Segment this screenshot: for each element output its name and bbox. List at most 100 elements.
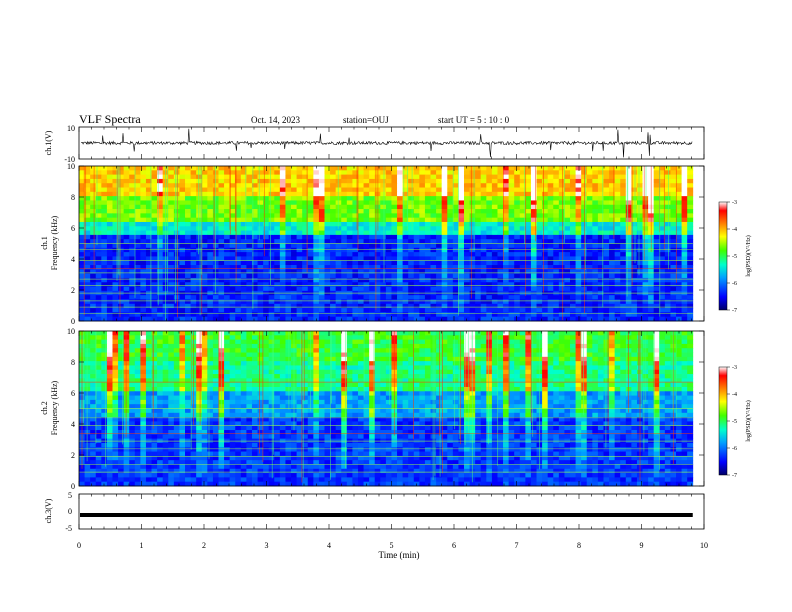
spectrogram-cell bbox=[95, 174, 102, 180]
spectrogram-cell bbox=[564, 277, 571, 283]
spectrogram-cell bbox=[514, 277, 521, 283]
spectrogram-cell bbox=[397, 170, 404, 176]
spectrogram-cell bbox=[430, 331, 437, 336]
spectrogram-cell bbox=[586, 335, 593, 341]
spectrogram-cell bbox=[558, 331, 565, 336]
spectrogram-cell bbox=[447, 316, 454, 322]
spectrogram-cell bbox=[391, 196, 398, 201]
spectrogram-cell bbox=[157, 170, 164, 176]
spectrogram-cell bbox=[648, 260, 655, 266]
spectrogram-cell bbox=[296, 221, 303, 227]
spectrogram-cell bbox=[246, 170, 253, 176]
spectrogram-cell bbox=[335, 213, 342, 219]
spectrogram-cell bbox=[185, 308, 191, 313]
spectrogram-cell bbox=[402, 196, 409, 201]
spectrogram-cell bbox=[257, 269, 264, 275]
spectrogram-cell bbox=[458, 335, 465, 341]
spectrogram-cell bbox=[664, 200, 671, 206]
spectrogram-cell bbox=[575, 204, 582, 210]
spectrogram-cell bbox=[385, 217, 392, 223]
spectrogram-cell bbox=[397, 295, 404, 300]
spectrogram-cell bbox=[514, 247, 521, 253]
spectrogram-cell bbox=[413, 352, 420, 358]
spectrogram-cell bbox=[525, 170, 532, 176]
spectrogram-cell bbox=[251, 260, 258, 266]
spectrogram-cell bbox=[84, 256, 91, 262]
spectrogram-cell bbox=[318, 303, 325, 309]
spectrogram-cell bbox=[302, 247, 309, 253]
spectrogram-cell bbox=[118, 187, 125, 193]
spectrogram-cell bbox=[397, 166, 404, 171]
spectrogram-cell bbox=[118, 282, 125, 287]
spectrogram-cell bbox=[503, 343, 510, 349]
spectrogram-cell bbox=[179, 282, 186, 287]
spectrogram-cell bbox=[235, 265, 242, 270]
spectrogram-cell bbox=[620, 348, 627, 353]
spectrogram-cell bbox=[391, 265, 398, 270]
spectrogram-cell bbox=[620, 282, 627, 287]
figure-title: VLF Spectra bbox=[79, 112, 141, 126]
spectrogram-cell bbox=[603, 213, 610, 219]
spectrogram-cell bbox=[519, 343, 526, 349]
spectrogram-cell bbox=[224, 196, 231, 201]
spectrogram-cell bbox=[190, 265, 197, 270]
spectrogram-cell bbox=[653, 308, 660, 313]
spectrogram-cell bbox=[503, 303, 510, 309]
spectrogram-cell bbox=[229, 230, 236, 236]
spectrogram-cell bbox=[653, 277, 660, 283]
spectrogram-cell bbox=[257, 234, 264, 240]
spectrogram-cell bbox=[553, 352, 560, 358]
spectrogram-cell bbox=[508, 226, 515, 231]
spectrogram-cell bbox=[123, 239, 130, 244]
spectrogram-cell bbox=[112, 269, 119, 275]
spectrogram-cell bbox=[218, 303, 225, 309]
spectrogram-cell bbox=[357, 178, 364, 184]
spectrogram-cell bbox=[536, 209, 543, 214]
spectrogram-cell bbox=[402, 213, 409, 219]
spectrogram-cell bbox=[463, 166, 470, 171]
spectrogram-cell bbox=[212, 339, 219, 345]
spectrogram-cell bbox=[659, 243, 666, 249]
spectrogram-cell bbox=[609, 348, 616, 353]
spectrogram-cell bbox=[424, 339, 431, 345]
spectrogram-cell bbox=[430, 265, 437, 270]
spectrogram-cell bbox=[168, 174, 175, 180]
spectrogram-cell bbox=[397, 213, 404, 219]
spectrogram-cell bbox=[670, 166, 677, 171]
spectrogram-cell bbox=[251, 269, 258, 275]
spectrogram-cell bbox=[597, 273, 604, 279]
spectrogram-cell bbox=[229, 308, 236, 313]
spectrogram-cell bbox=[224, 234, 231, 240]
spectrogram-cell bbox=[408, 178, 415, 184]
spectrogram-cell bbox=[620, 265, 627, 270]
spectrogram-cell bbox=[609, 316, 616, 322]
spectrogram-cell bbox=[201, 256, 208, 262]
spectrogram-cell bbox=[687, 226, 694, 231]
spectrogram-cell bbox=[101, 252, 108, 257]
spectrogram-cell bbox=[79, 312, 85, 318]
spectrogram-cell bbox=[257, 335, 264, 341]
spectrogram-cell bbox=[452, 234, 459, 240]
spectrogram-cell bbox=[235, 191, 242, 197]
spectrogram-cell bbox=[363, 200, 370, 206]
spectrogram-cell bbox=[285, 209, 292, 214]
spectrogram-cell bbox=[564, 348, 571, 353]
spectrogram-cell bbox=[625, 277, 632, 283]
spectrogram-cell bbox=[475, 312, 482, 318]
spectrogram-cell bbox=[185, 343, 191, 349]
spectrogram-cell bbox=[285, 234, 292, 240]
spectrogram-cell bbox=[491, 209, 498, 214]
spectrogram-cell bbox=[157, 339, 164, 345]
spectrogram-cell bbox=[229, 247, 236, 253]
spectrogram-cell bbox=[597, 282, 604, 287]
spectrogram-cell bbox=[642, 243, 649, 249]
spectrogram-cell bbox=[408, 243, 415, 249]
spectrogram-cell bbox=[486, 243, 493, 249]
spectrogram-cell bbox=[296, 348, 303, 353]
spectrogram-cell bbox=[436, 348, 443, 353]
spectrogram-cell bbox=[106, 209, 113, 214]
spectrogram-cell bbox=[140, 331, 147, 336]
spectrogram-cell bbox=[263, 191, 270, 197]
spectrogram-cell bbox=[201, 183, 208, 188]
spectrogram-cell bbox=[391, 178, 398, 184]
